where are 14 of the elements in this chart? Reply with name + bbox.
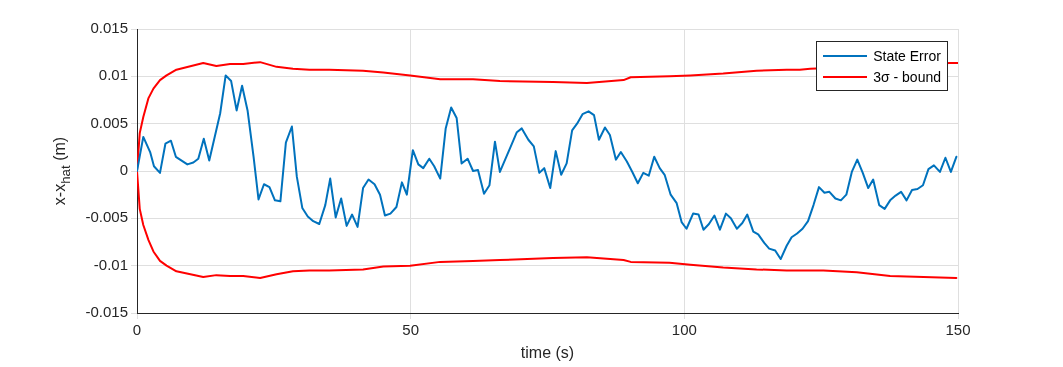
x-tick-label: 100 xyxy=(671,321,697,339)
y-tick-label: 0 xyxy=(119,161,128,179)
legend-label: State Error xyxy=(873,47,941,64)
y-tick-label: 0.005 xyxy=(90,113,128,131)
x-tick-label: 0 xyxy=(132,321,142,339)
y-tick-label: -0.01 xyxy=(93,255,128,273)
y-tick-label: 0.01 xyxy=(98,66,128,84)
x-tick-label: 150 xyxy=(945,321,971,339)
y-tick-label: -0.005 xyxy=(85,208,128,226)
x-tick-label: 50 xyxy=(402,321,420,339)
legend-label: 3σ - bound xyxy=(873,68,941,85)
y-tick-label: 0.015 xyxy=(90,19,128,37)
x-axis-title: time (s) xyxy=(520,343,575,361)
y-tick-label: -0.015 xyxy=(85,303,128,321)
